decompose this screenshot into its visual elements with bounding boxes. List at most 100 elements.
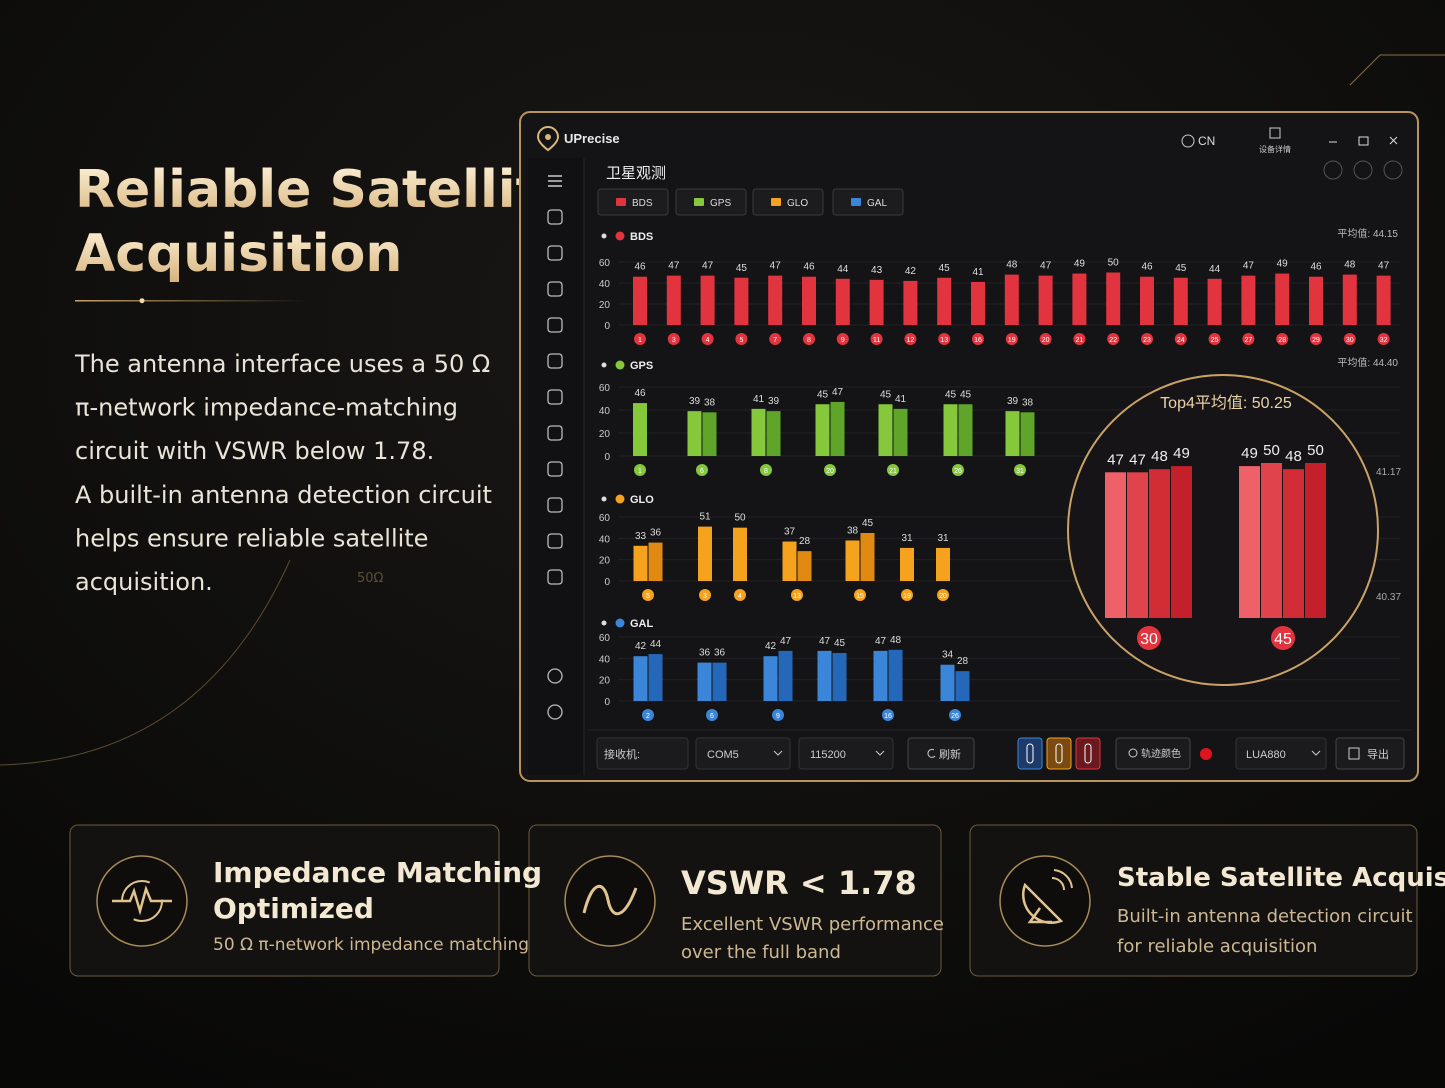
bar <box>700 275 715 325</box>
satellite-id: 1 <box>638 337 642 344</box>
sidebar-icon[interactable] <box>547 497 563 513</box>
bar <box>937 277 952 325</box>
satellite-id: 27 <box>1245 337 1253 344</box>
temp-blue[interactable] <box>1017 737 1043 770</box>
satellite-id: 29 <box>1312 337 1320 344</box>
satellite-id-badge <box>937 589 949 601</box>
bar-value: 42 <box>905 266 917 277</box>
panel-close[interactable] <box>1383 160 1403 180</box>
satellite-id: 25 <box>1211 337 1219 344</box>
panel-dot <box>615 231 625 241</box>
sidebar-icon[interactable] <box>547 704 563 720</box>
tab[interactable] <box>752 188 824 216</box>
satellite-id-badge <box>760 464 772 476</box>
satellite-id: 21 <box>889 468 897 475</box>
bar-value: 46 <box>634 388 646 399</box>
bar <box>903 280 918 325</box>
bar <box>797 551 812 581</box>
y-tick-label: 20 <box>599 429 611 440</box>
hero-paragraph: The antenna interface uses a 50 Ω π-netwo… <box>74 350 492 596</box>
bar <box>751 408 766 456</box>
bar <box>835 278 850 325</box>
sidebar-icon[interactable] <box>547 533 563 549</box>
y-tick-label: 0 <box>604 321 610 332</box>
sidebar-icon[interactable] <box>547 353 563 369</box>
track-color-button[interactable] <box>1115 737 1191 770</box>
panel-dot <box>615 360 625 370</box>
sidebar-icon[interactable] <box>547 245 563 261</box>
model-select[interactable] <box>1235 737 1327 770</box>
satellite-id-badge <box>1141 333 1153 345</box>
refresh-icon <box>927 748 936 758</box>
sidebar-icon[interactable] <box>547 281 563 297</box>
satellite-id: 9 <box>841 337 845 344</box>
bar-value: 46 <box>1310 262 1322 273</box>
bar-value: 39 <box>689 396 701 407</box>
bar-value: 45 <box>939 263 951 274</box>
thermo-icon <box>1055 743 1063 764</box>
refresh-button[interactable] <box>907 737 975 770</box>
sidebar-icon[interactable] <box>547 425 563 441</box>
tab[interactable] <box>675 188 747 216</box>
panel-name: GAL <box>630 618 654 630</box>
bar-value: 44 <box>650 639 662 650</box>
bar-value: 50 <box>734 513 746 524</box>
satellite-id-badge <box>901 589 913 601</box>
port-select[interactable] <box>695 737 791 770</box>
magnifier-bar-value: 49 <box>1241 445 1258 462</box>
satellite-id-badge <box>1005 333 1018 345</box>
satellite-id: 26 <box>951 713 959 720</box>
feature-card <box>969 824 1418 977</box>
panel-pin[interactable] <box>1353 160 1373 180</box>
bar <box>666 275 681 325</box>
chevron <box>773 750 783 756</box>
baud-select[interactable] <box>798 737 894 770</box>
device-details[interactable]: 设备详情 <box>1259 144 1291 154</box>
tab-flag <box>771 198 781 206</box>
decor-arc <box>0 559 291 766</box>
satellite-id-badge <box>824 464 836 476</box>
sidebar-icon[interactable] <box>547 569 563 585</box>
sidebar-icon[interactable] <box>547 461 563 477</box>
export-button[interactable] <box>1335 737 1405 770</box>
sidebar-icon[interactable] <box>547 668 563 684</box>
tab[interactable] <box>597 188 669 216</box>
sidebar-icon[interactable] <box>547 317 563 333</box>
close[interactable] <box>1389 136 1398 145</box>
satellite-id: 12 <box>907 337 915 344</box>
card-icon-ring <box>999 855 1091 947</box>
bar-value: 49 <box>1074 259 1086 270</box>
bar <box>860 533 875 581</box>
magnifier-bar-value: 48 <box>1285 448 1302 465</box>
satellite-id: 9 <box>776 713 780 720</box>
export-label: 导出 <box>1367 747 1389 761</box>
temp-orange[interactable] <box>1046 737 1072 770</box>
magnifier-title: Top4平均值: 50.25 <box>1160 394 1292 412</box>
bar-value: 49 <box>1277 259 1289 270</box>
maximize[interactable] <box>1358 136 1369 146</box>
magnifier-bar <box>1261 463 1282 618</box>
tab-label: GAL <box>867 198 887 209</box>
card-title: Optimized <box>213 892 374 925</box>
sidebar-icon[interactable] <box>547 209 563 225</box>
panel-average: 平均值: 44.40 <box>1337 356 1398 369</box>
card-description: for reliable acquisition <box>1117 936 1317 957</box>
track-color-label: 轨迹颜色 <box>1141 747 1181 760</box>
bar <box>815 404 830 456</box>
hero-line: The antenna interface uses a 50 Ω <box>74 350 490 378</box>
decor-label: 50Ω <box>357 571 384 586</box>
bar <box>778 650 793 701</box>
panel-minus[interactable] <box>1323 160 1343 180</box>
satellite-id-badge <box>972 333 984 345</box>
language[interactable]: CN <box>1198 134 1215 148</box>
satellite-id-badge <box>882 709 894 721</box>
bar-value: 47 <box>702 261 714 272</box>
bar <box>900 547 914 581</box>
tab-label: GPS <box>710 198 731 209</box>
bar-value: 48 <box>1006 260 1018 271</box>
sidebar-icon[interactable] <box>547 389 563 405</box>
tab[interactable] <box>832 188 904 216</box>
bar <box>1207 278 1222 325</box>
bar <box>832 653 847 701</box>
temp-red[interactable] <box>1075 737 1101 770</box>
